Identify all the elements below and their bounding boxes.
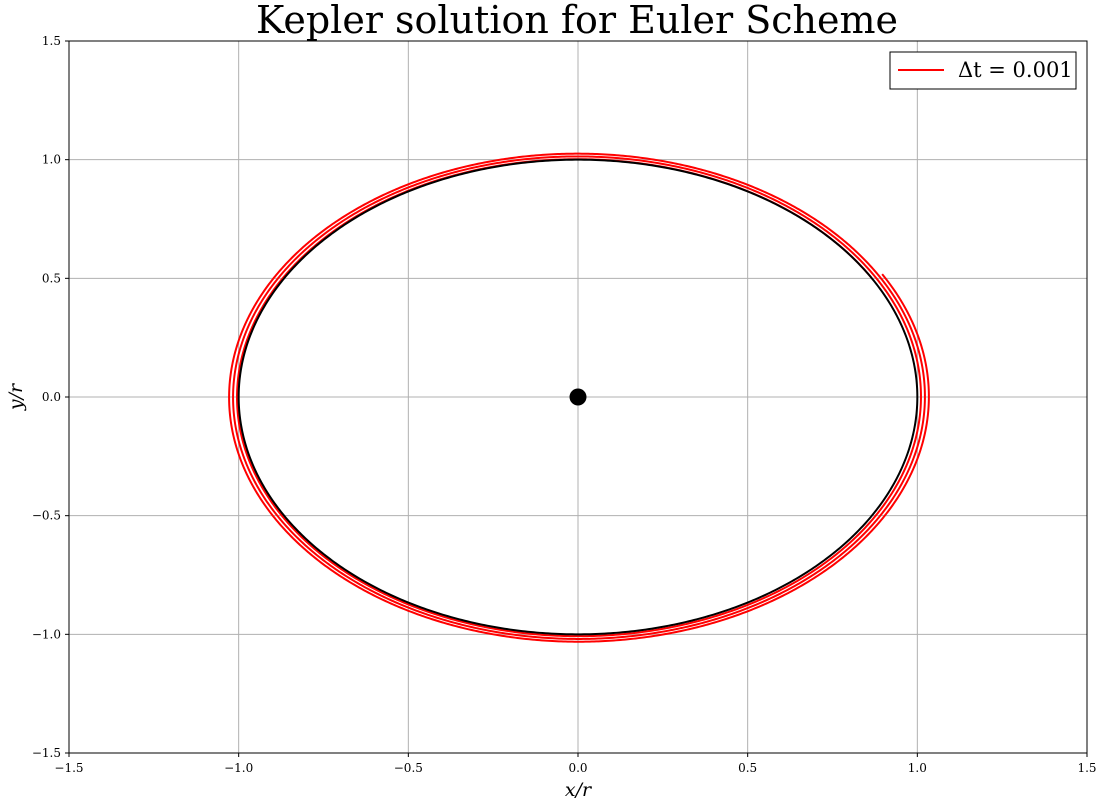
legend-label: Δt = 0.001 <box>958 58 1073 82</box>
x-axis-label: x/r <box>565 779 593 801</box>
x-tick-label: −1.5 <box>54 761 83 775</box>
y-tick-label: 1.0 <box>42 153 61 167</box>
x-tick-label: −0.5 <box>394 761 423 775</box>
exact-orbit-series <box>237 158 919 636</box>
x-tick-label: 0.0 <box>568 761 587 775</box>
x-tick-label: 1.5 <box>1077 761 1096 775</box>
legend: Δt = 0.001 <box>889 51 1077 90</box>
central-body-point <box>569 388 587 406</box>
y-tick-label: −1.5 <box>32 746 61 760</box>
legend-box <box>889 51 1077 90</box>
x-tick-label: −1.0 <box>224 761 253 775</box>
y-axis-label: y/r <box>5 382 27 411</box>
x-tick-label: 0.5 <box>738 761 757 775</box>
plot-area <box>228 152 930 643</box>
euler-orbit-series <box>228 152 930 643</box>
y-tick-label: −0.5 <box>32 509 61 523</box>
chart-title: Kepler solution for Euler Scheme <box>256 0 898 42</box>
y-tick-label: 0.5 <box>42 271 61 285</box>
x-tick-label: 1.0 <box>908 761 927 775</box>
axis-ticks: −1.5 −1.0 −0.5 0.0 0.5 1.0 1.5 −1.5 −1.0 −0.5 0.0 0… <box>32 34 1097 775</box>
y-tick-label: 0.0 <box>42 390 61 404</box>
y-tick-label: −1.0 <box>32 627 61 641</box>
y-tick-label: 1.5 <box>42 34 61 48</box>
